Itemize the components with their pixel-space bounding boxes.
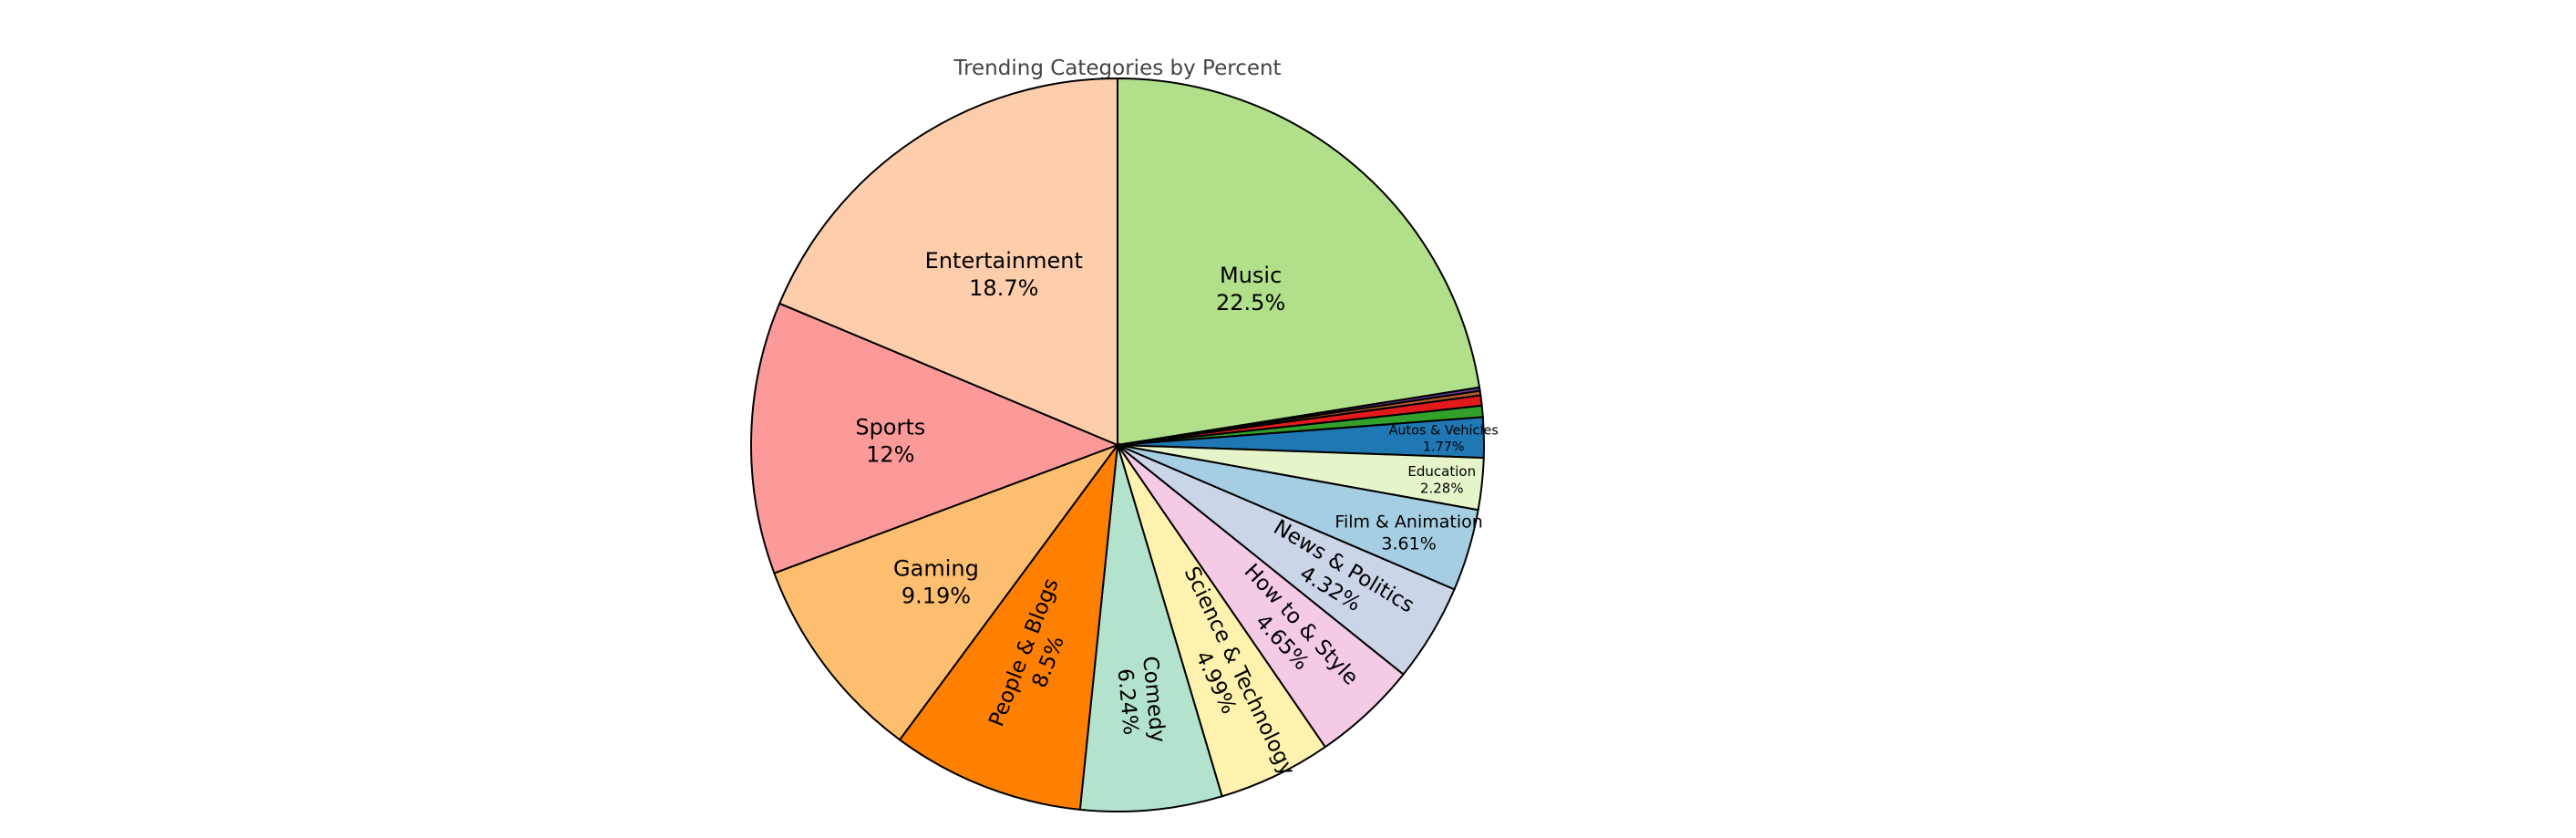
pie-label-value: 18.7% — [969, 275, 1038, 301]
pie-label-value: 12% — [866, 442, 914, 468]
pie-slice-music — [1117, 77, 1481, 447]
pie-slice-gaming — [773, 442, 1120, 741]
pie-label-value: 22.5% — [1216, 290, 1285, 316]
pie-label-name: Sports — [855, 415, 925, 440]
pie-label-name: Film & Animation — [1334, 512, 1482, 533]
pie-label-name: Autos & Vehicles — [1389, 424, 1499, 439]
pie-slice-comedy — [1078, 444, 1223, 812]
pie-label-value: 1.77% — [1423, 440, 1465, 455]
pie-slice-people-and-blogs — [898, 441, 1119, 811]
pie-slice-sports — [750, 302, 1120, 574]
chart-title: Trending Categories by Percent — [953, 57, 1281, 80]
pie-label-value: 9.19% — [902, 583, 971, 608]
pie-label-name: Music — [1220, 263, 1282, 288]
pie-label-name: Education — [1407, 463, 1476, 480]
pie-slices — [750, 77, 1485, 812]
pie-slice-entertainment — [778, 77, 1118, 447]
pie-label-name: Entertainment — [925, 248, 1083, 274]
pie-label-value: 3.61% — [1381, 533, 1436, 553]
pie-label-value: 2.28% — [1420, 481, 1464, 497]
pie-label-name: Gaming — [893, 555, 979, 581]
